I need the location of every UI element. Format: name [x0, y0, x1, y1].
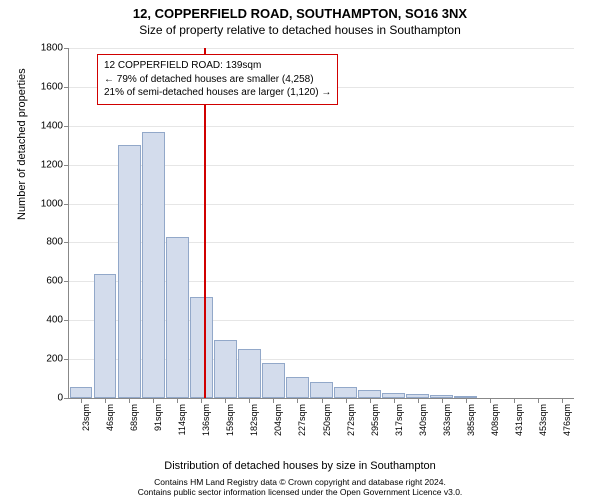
- x-tick-mark: [81, 398, 82, 403]
- y-tick-label: 800: [46, 237, 63, 248]
- histogram-bar: [166, 237, 189, 398]
- x-tick-label: 408sqm: [490, 404, 500, 436]
- x-tick-mark: [129, 398, 130, 403]
- reference-infobox: 12 COPPERFIELD ROAD: 139sqm← 79% of deta…: [97, 54, 338, 105]
- y-tick-label: 0: [57, 393, 63, 404]
- x-tick-label: 250sqm: [322, 404, 332, 436]
- footer-attribution: Contains HM Land Registry data © Crown c…: [0, 477, 600, 498]
- x-tick-mark: [346, 398, 347, 403]
- x-tick-mark: [322, 398, 323, 403]
- x-tick-mark: [514, 398, 515, 403]
- y-tick-mark: [64, 204, 69, 205]
- x-tick-mark: [153, 398, 154, 403]
- y-tick-label: 1800: [41, 43, 63, 54]
- x-tick-label: 385sqm: [466, 404, 476, 436]
- x-tick-mark: [273, 398, 274, 403]
- y-tick-label: 1600: [41, 81, 63, 92]
- y-tick-mark: [64, 87, 69, 88]
- y-tick-label: 1000: [41, 198, 63, 209]
- y-tick-label: 200: [46, 354, 63, 365]
- x-tick-label: 476sqm: [562, 404, 572, 436]
- x-tick-mark: [297, 398, 298, 403]
- x-tick-label: 68sqm: [129, 404, 139, 431]
- histogram-bar: [238, 349, 261, 398]
- x-tick-mark: [201, 398, 202, 403]
- histogram-bar: [142, 132, 165, 398]
- x-tick-mark: [418, 398, 419, 403]
- x-tick-label: 317sqm: [394, 404, 404, 436]
- x-tick-mark: [442, 398, 443, 403]
- x-axis-label: Distribution of detached houses by size …: [0, 460, 600, 472]
- x-tick-label: 114sqm: [177, 404, 187, 435]
- infobox-line: ← 79% of detached houses are smaller (4,…: [104, 73, 331, 87]
- chart-plot-area: 02004006008001000120014001600180023sqm46…: [68, 48, 574, 399]
- y-tick-label: 600: [46, 276, 63, 287]
- x-tick-label: 46sqm: [105, 404, 115, 431]
- x-tick-mark: [177, 398, 178, 403]
- histogram-bar: [118, 145, 141, 398]
- x-tick-mark: [466, 398, 467, 403]
- histogram-bar: [94, 274, 117, 398]
- infobox-line: 21% of semi-detached houses are larger (…: [104, 86, 331, 100]
- histogram-bar: [286, 377, 309, 398]
- x-tick-label: 453sqm: [538, 404, 548, 436]
- infobox-line: 12 COPPERFIELD ROAD: 139sqm: [104, 59, 331, 73]
- y-tick-label: 1400: [41, 120, 63, 131]
- x-tick-label: 363sqm: [442, 404, 452, 436]
- y-tick-mark: [64, 320, 69, 321]
- x-tick-label: 272sqm: [346, 404, 356, 436]
- y-axis-label: Number of detached properties: [16, 68, 28, 220]
- y-tick-mark: [64, 281, 69, 282]
- x-tick-label: 340sqm: [418, 404, 428, 436]
- x-tick-label: 295sqm: [370, 404, 380, 436]
- y-tick-mark: [64, 126, 69, 127]
- footer-line-1: Contains HM Land Registry data © Crown c…: [0, 477, 600, 488]
- footer-line-2: Contains public sector information licen…: [0, 487, 600, 498]
- x-tick-label: 91sqm: [153, 404, 163, 431]
- y-tick-mark: [64, 165, 69, 166]
- chart-container: 12, COPPERFIELD ROAD, SOUTHAMPTON, SO16 …: [0, 0, 600, 500]
- x-tick-label: 227sqm: [297, 404, 307, 436]
- x-tick-label: 431sqm: [514, 404, 524, 436]
- y-tick-mark: [64, 359, 69, 360]
- histogram-bar: [358, 390, 381, 398]
- x-tick-mark: [538, 398, 539, 403]
- x-tick-label: 204sqm: [273, 404, 283, 436]
- histogram-bar: [262, 363, 285, 398]
- x-tick-mark: [562, 398, 563, 403]
- gridline: [69, 48, 574, 49]
- histogram-bar: [214, 340, 237, 398]
- gridline: [69, 126, 574, 127]
- x-tick-mark: [249, 398, 250, 403]
- y-tick-mark: [64, 48, 69, 49]
- title-subtitle: Size of property relative to detached ho…: [0, 21, 600, 37]
- histogram-bar: [190, 297, 213, 398]
- y-tick-mark: [64, 398, 69, 399]
- histogram-bar: [310, 382, 333, 398]
- x-tick-label: 182sqm: [249, 404, 259, 436]
- x-tick-mark: [105, 398, 106, 403]
- x-tick-mark: [225, 398, 226, 403]
- histogram-bar: [70, 387, 93, 398]
- title-address: 12, COPPERFIELD ROAD, SOUTHAMPTON, SO16 …: [0, 0, 600, 21]
- y-tick-mark: [64, 242, 69, 243]
- x-tick-label: 136sqm: [201, 404, 211, 436]
- x-tick-mark: [394, 398, 395, 403]
- x-tick-label: 159sqm: [225, 404, 235, 436]
- x-tick-mark: [490, 398, 491, 403]
- y-tick-label: 1200: [41, 159, 63, 170]
- x-tick-label: 23sqm: [81, 404, 91, 431]
- x-tick-mark: [370, 398, 371, 403]
- histogram-bar: [334, 387, 357, 398]
- y-tick-label: 400: [46, 315, 63, 326]
